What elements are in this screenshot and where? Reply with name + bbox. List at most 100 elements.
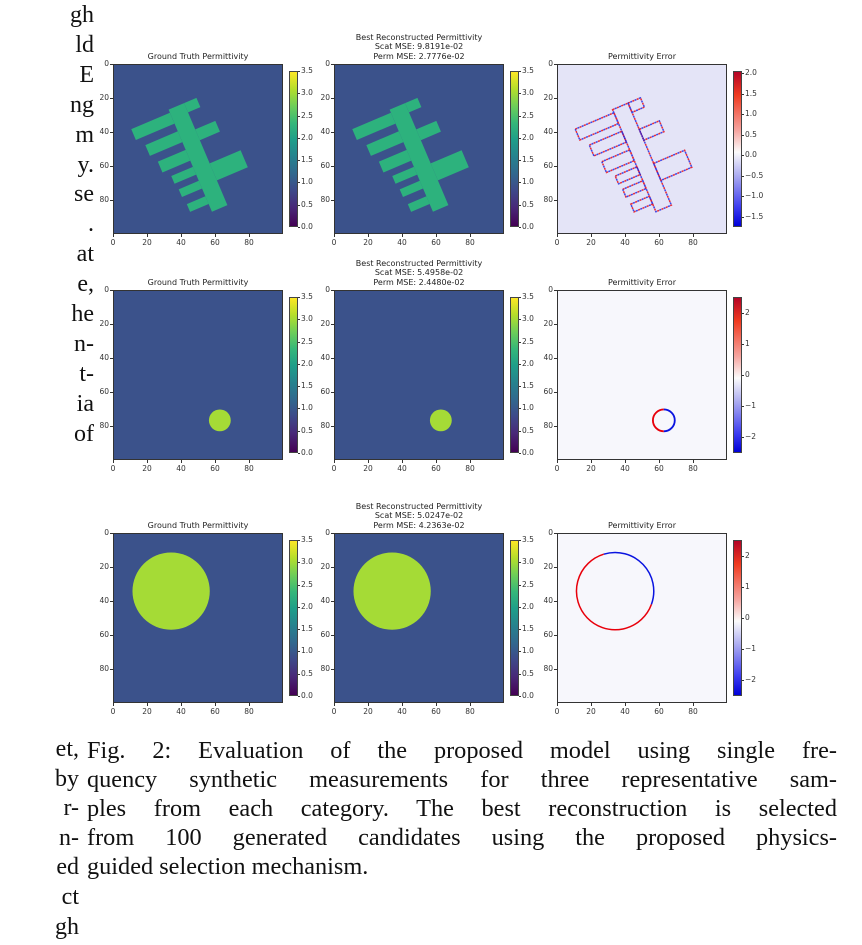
colorbar-tick-label: 1.5 — [301, 381, 313, 391]
y-tick-label: 40 — [99, 127, 109, 136]
y-tick-mark — [331, 567, 334, 568]
scatterer-circle — [353, 552, 431, 630]
colorbar-tick-label: 1.5 — [745, 88, 757, 98]
y-tick-mark — [554, 533, 557, 534]
colorbar-tick-mark — [519, 182, 521, 184]
column-text-line: ld — [75, 31, 94, 58]
comb-segment — [629, 195, 654, 213]
column-text-line: se — [74, 181, 94, 208]
colorbar-tick-mark — [519, 673, 521, 675]
column-text-line: et, — [55, 736, 79, 762]
perm-mse-label: Perm MSE: 4.2363e-02 — [373, 520, 465, 530]
x-tick-label: 60 — [654, 464, 664, 473]
colorbar-tick-mark — [742, 406, 744, 408]
colorbar-tick-mark — [742, 196, 744, 198]
x-tick-label: 0 — [110, 464, 116, 473]
error-image — [557, 64, 727, 234]
colorbar-tick-mark — [519, 204, 521, 206]
y-tick-label: 60 — [543, 387, 553, 396]
colorbar-tick-mark — [298, 227, 300, 228]
ground-truth-image — [113, 64, 283, 234]
x-tick-mark — [147, 460, 148, 463]
y-tick-mark — [554, 98, 557, 99]
y-tick-label: 60 — [320, 387, 330, 396]
error-image — [557, 533, 727, 703]
colorbar-tick-mark — [742, 155, 744, 157]
reconstruction-image — [334, 533, 504, 703]
colorbar-tick-label: 3.0 — [301, 88, 313, 98]
comb-segment — [352, 112, 396, 140]
ground-truth-heatmap — [114, 291, 282, 459]
colorbar-tick-mark — [298, 430, 300, 432]
colorbar-tick-label: 3.5 — [522, 535, 534, 544]
y-tick-label: 20 — [320, 93, 330, 102]
error-colorbar — [733, 297, 742, 453]
column-text-line: r- — [63, 795, 79, 822]
ground-truth-image — [113, 290, 283, 460]
y-tick-mark — [331, 64, 334, 65]
y-tick-mark — [554, 358, 557, 359]
y-tick-mark — [331, 290, 334, 291]
colorbar-tick-mark — [742, 134, 744, 136]
comb-segment — [399, 180, 424, 198]
x-tick-label: 80 — [244, 707, 254, 716]
y-tick-mark — [331, 358, 334, 359]
y-tick-label: 0 — [325, 59, 330, 68]
colorbar-tick-mark — [742, 114, 744, 116]
y-tick-label: 0 — [104, 285, 109, 294]
colorbar-tick-mark — [298, 341, 300, 343]
x-tick-label: 80 — [688, 238, 698, 247]
colorbar-tick-label: 2.5 — [522, 336, 534, 346]
comb-segment — [600, 148, 636, 174]
x-tick-mark — [215, 234, 216, 237]
scat-mse-label: Scat MSE: 9.8191e-02 — [374, 42, 464, 52]
y-tick-label: 60 — [320, 630, 330, 639]
colorbar-tick-mark — [298, 606, 300, 608]
reconstruction-heatmap — [335, 65, 503, 233]
colorbar-tick-mark — [298, 673, 300, 675]
comb-segment — [621, 179, 648, 199]
x-tick-mark — [625, 703, 626, 706]
y-tick-label: 0 — [548, 59, 553, 68]
colorbar-tick-label: 0 — [745, 613, 750, 622]
x-tick-label: 20 — [586, 707, 596, 716]
y-tick-mark — [554, 635, 557, 636]
x-tick-label: 40 — [620, 707, 630, 716]
colorbar-tick-label: 3.0 — [522, 314, 534, 324]
reconstruction-title: Best Reconstructed Permittivity — [355, 502, 483, 511]
scat-mse-label: Scat MSE: 5.0247e-02 — [374, 511, 464, 521]
x-tick-mark — [249, 703, 250, 706]
comb-segment — [600, 148, 636, 174]
y-tick-mark — [554, 392, 557, 393]
comb-segment — [574, 111, 620, 141]
colorbar-tick-label: −1.5 — [745, 211, 764, 221]
colorbar-tick-label: 0.5 — [522, 668, 534, 678]
x-tick-label: 60 — [654, 707, 664, 716]
colorbar-tick-label: 0.0 — [522, 448, 534, 457]
y-tick-label: 40 — [320, 596, 330, 605]
x-tick-label: 40 — [397, 238, 407, 247]
colorbar-tick-mark — [742, 375, 744, 376]
colorbar-tick-label: −1 — [745, 401, 757, 411]
x-tick-mark — [436, 703, 437, 706]
x-tick-mark — [368, 234, 369, 237]
comb-segment — [184, 97, 201, 113]
comb-segment — [209, 150, 248, 181]
colorbar-tick-mark — [519, 651, 521, 653]
comb-segment — [652, 149, 693, 182]
comb-segment — [195, 120, 220, 141]
colorbar-tick-mark — [298, 319, 300, 321]
comb-shape — [352, 97, 469, 212]
y-tick-label: 60 — [99, 161, 109, 170]
colorbar-tick-label: 2.5 — [522, 110, 534, 120]
x-tick-label: 40 — [620, 464, 630, 473]
y-tick-label: 80 — [320, 421, 330, 430]
figure-caption: Fig. 2: Evaluation of the proposed model… — [87, 736, 837, 881]
y-tick-mark — [554, 601, 557, 602]
colorbar-tick-label: 1.0 — [522, 403, 534, 413]
y-tick-label: 80 — [320, 195, 330, 204]
comb-shape — [131, 97, 248, 212]
comb-segment — [652, 149, 693, 182]
y-tick-mark — [554, 166, 557, 167]
colorbar-tick-label: 0 — [745, 370, 750, 379]
